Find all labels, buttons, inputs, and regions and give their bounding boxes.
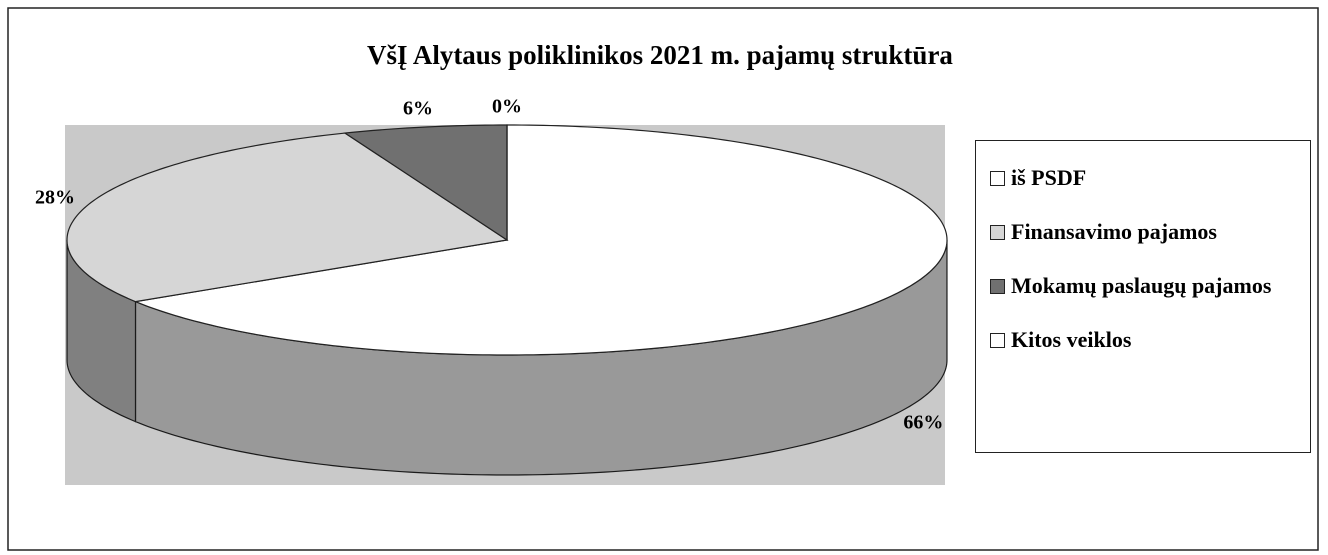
data-label: 66% bbox=[903, 411, 943, 433]
pie bbox=[66, 124, 948, 476]
slice bbox=[66, 132, 509, 303]
slice bbox=[133, 124, 948, 356]
legend-label: iš PSDF bbox=[1011, 165, 1087, 190]
legend-item: Mokamų paslaugų pajamos bbox=[990, 271, 1300, 301]
legend-item: iš PSDF bbox=[990, 163, 1300, 193]
data-label: 28% bbox=[35, 187, 75, 209]
slice-side-shade bbox=[67, 240, 136, 422]
legend-item: Kitos veiklos bbox=[990, 325, 1300, 355]
data-label: 0% bbox=[492, 95, 522, 117]
legend-label: Kitos veiklos bbox=[1011, 327, 1132, 352]
slice-side-shade bbox=[135, 240, 947, 475]
chart-title: VšĮ Alytaus poliklinikos 2021 m. pajamų … bbox=[367, 40, 953, 70]
slice bbox=[343, 124, 508, 242]
legend-swatch bbox=[990, 333, 1005, 348]
legend-item: Finansavimo pajamos bbox=[990, 217, 1300, 247]
legend-swatch bbox=[990, 279, 1005, 294]
legend-swatch bbox=[990, 225, 1005, 240]
legend: iš PSDF Finansavimo pajamos Mokamų paslaug… bbox=[975, 140, 1311, 453]
legend-label: Finansavimo pajamos bbox=[1011, 219, 1217, 244]
legend-swatch bbox=[990, 171, 1005, 186]
data-label: 6% bbox=[403, 98, 433, 120]
legend-label: Mokamų paslaugų pajamos bbox=[1011, 273, 1272, 298]
